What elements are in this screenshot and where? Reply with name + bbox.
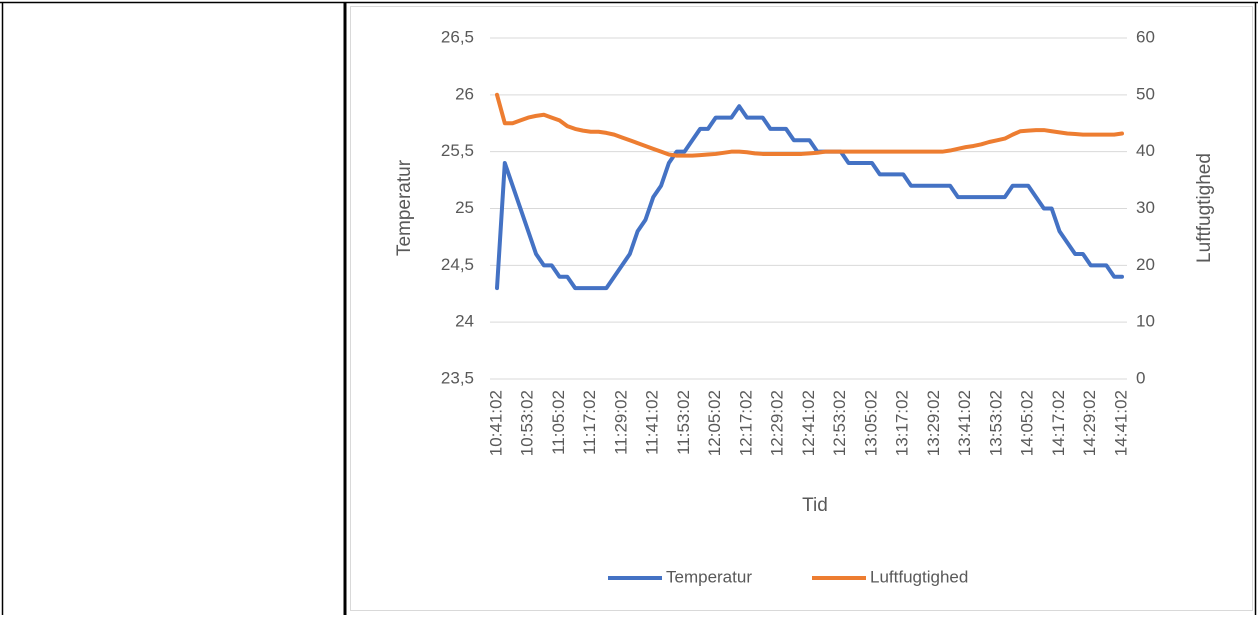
y-tick-label: 23,5 (441, 368, 474, 387)
x-tick-label: 12:53:02 (830, 390, 849, 456)
x-tick-label: 11:41:02 (643, 390, 662, 455)
y2-axis-title: Luftfugtighed (1194, 153, 1215, 263)
series-line (495, 104, 1124, 291)
y-tick-label: 24,5 (441, 255, 474, 274)
x-tick-label: 12:29:02 (768, 390, 787, 456)
x-axis-title: Tid (802, 495, 828, 516)
x-tick-label: 14:05:02 (1018, 390, 1037, 456)
x-tick-label: 13:53:02 (986, 390, 1005, 456)
y2-tick-label: 40 (1136, 141, 1155, 160)
y-tick-label: 24 (455, 312, 474, 331)
x-tick-label: 11:29:02 (611, 390, 630, 455)
x-tick-label: 13:29:02 (924, 390, 943, 456)
y2-tick-label: 20 (1136, 255, 1155, 274)
x-tick-label: 12:05:02 (705, 390, 724, 456)
y-tick-label: 26 (455, 84, 474, 103)
y2-tick-label: 60 (1136, 27, 1155, 46)
x-tick-label: 10:41:02 (486, 390, 505, 456)
x-tick-label: 12:17:02 (736, 390, 755, 456)
x-tick-label: 11:53:02 (674, 390, 693, 455)
x-tick-label: 10:53:02 (518, 390, 537, 456)
x-tick-label: 13:41:02 (955, 390, 974, 456)
x-tick-label: 14:29:02 (1080, 390, 1099, 456)
y2-tick-label: 0 (1136, 368, 1145, 387)
y2-tick-label: 50 (1136, 84, 1155, 103)
y2-tick-label: 10 (1136, 312, 1155, 331)
y-tick-label: 25,5 (441, 141, 474, 160)
y2-tick-label: 30 (1136, 198, 1155, 217)
x-tick-label: 14:41:02 (1111, 390, 1130, 456)
x-tick-label: 13:05:02 (861, 390, 880, 456)
x-tick-label: 11:17:02 (580, 390, 599, 455)
x-tick-label: 13:17:02 (893, 390, 912, 456)
series-line (495, 92, 1124, 158)
chart-frame (350, 6, 1253, 611)
x-tick-label: 12:41:02 (799, 390, 818, 456)
legend-label: Temperatur (666, 567, 752, 586)
x-tick-label: 11:05:02 (549, 390, 568, 455)
y-tick-label: 26,5 (441, 27, 474, 46)
y-tick-label: 25 (455, 198, 474, 217)
legend-label: Luftfugtighed (870, 567, 968, 586)
x-tick-label: 14:17:02 (1049, 390, 1068, 456)
y-axis-title: Temperatur (394, 159, 415, 256)
